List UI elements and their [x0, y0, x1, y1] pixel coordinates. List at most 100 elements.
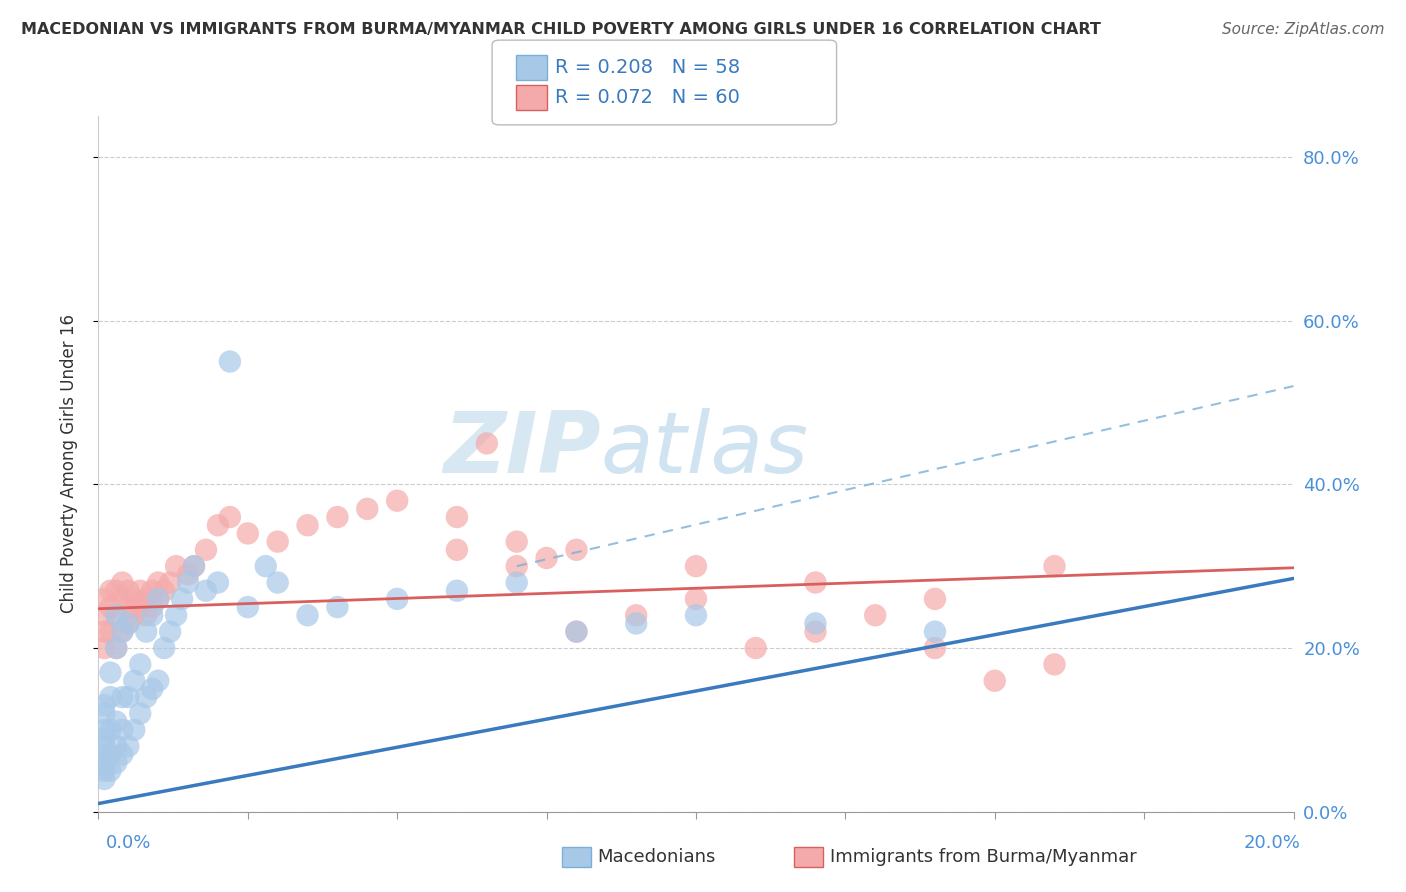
- Point: [1043, 657, 1066, 672]
- Point: [105, 608, 128, 623]
- Point: [984, 673, 1007, 688]
- Point: [117, 690, 139, 705]
- Point: [93, 772, 115, 786]
- Point: [148, 591, 170, 606]
- Point: [93, 731, 115, 745]
- Point: [195, 583, 218, 598]
- Point: [105, 608, 128, 623]
- Point: [100, 624, 122, 639]
- Point: [385, 493, 409, 508]
- Point: [153, 583, 176, 598]
- Point: [297, 518, 319, 533]
- Point: [326, 600, 349, 615]
- Point: [100, 747, 122, 762]
- Point: [254, 559, 277, 574]
- Point: [685, 608, 707, 623]
- Point: [135, 624, 157, 639]
- Point: [745, 640, 768, 655]
- Point: [135, 591, 157, 606]
- Point: [153, 640, 176, 655]
- Point: [924, 591, 946, 606]
- Point: [124, 723, 146, 737]
- Point: [117, 616, 139, 631]
- Point: [804, 624, 827, 639]
- Point: [183, 559, 205, 574]
- Point: [385, 591, 409, 606]
- Point: [111, 591, 134, 606]
- Point: [93, 591, 115, 606]
- Point: [148, 575, 170, 590]
- Point: [267, 575, 290, 590]
- Point: [93, 608, 115, 623]
- Point: [111, 690, 134, 705]
- Point: [105, 640, 128, 655]
- Point: [446, 542, 468, 557]
- Point: [326, 510, 349, 524]
- Point: [105, 714, 128, 729]
- Point: [159, 575, 181, 590]
- Point: [172, 591, 194, 606]
- Point: [565, 624, 588, 639]
- Point: [207, 575, 229, 590]
- Point: [219, 510, 242, 524]
- Point: [111, 747, 134, 762]
- Point: [207, 518, 229, 533]
- Point: [446, 510, 468, 524]
- Point: [105, 640, 128, 655]
- Point: [506, 534, 529, 549]
- Point: [236, 526, 259, 541]
- Point: [124, 673, 146, 688]
- Text: Source: ZipAtlas.com: Source: ZipAtlas.com: [1222, 22, 1385, 37]
- Point: [804, 575, 827, 590]
- Point: [129, 657, 152, 672]
- Point: [141, 681, 163, 696]
- Point: [506, 559, 529, 574]
- Point: [924, 640, 946, 655]
- Point: [111, 624, 134, 639]
- Point: [93, 640, 115, 655]
- Point: [141, 583, 163, 598]
- Point: [536, 551, 558, 566]
- Point: [183, 559, 205, 574]
- Point: [111, 723, 134, 737]
- Point: [297, 608, 319, 623]
- Point: [129, 583, 152, 598]
- Point: [1043, 559, 1066, 574]
- Point: [93, 723, 115, 737]
- Point: [100, 583, 122, 598]
- Point: [626, 616, 648, 631]
- Point: [685, 559, 707, 574]
- Point: [93, 624, 115, 639]
- Point: [117, 739, 139, 754]
- Point: [148, 673, 170, 688]
- Point: [100, 690, 122, 705]
- Text: atlas: atlas: [600, 409, 808, 491]
- Point: [100, 665, 122, 680]
- Point: [93, 739, 115, 754]
- Point: [267, 534, 290, 549]
- Point: [565, 542, 588, 557]
- Text: ZIP: ZIP: [443, 409, 600, 491]
- Text: R = 0.208   N = 58: R = 0.208 N = 58: [555, 58, 741, 78]
- Text: R = 0.072   N = 60: R = 0.072 N = 60: [555, 87, 740, 107]
- Point: [148, 591, 170, 606]
- Point: [124, 591, 146, 606]
- Point: [219, 354, 242, 368]
- Point: [177, 575, 200, 590]
- Text: MACEDONIAN VS IMMIGRANTS FROM BURMA/MYANMAR CHILD POVERTY AMONG GIRLS UNDER 16 C: MACEDONIAN VS IMMIGRANTS FROM BURMA/MYAN…: [21, 22, 1101, 37]
- Point: [105, 756, 128, 770]
- Point: [111, 575, 134, 590]
- Point: [100, 764, 122, 778]
- Point: [93, 756, 115, 770]
- Point: [135, 690, 157, 705]
- Point: [117, 616, 139, 631]
- Point: [141, 608, 163, 623]
- Point: [177, 567, 200, 582]
- Text: Immigrants from Burma/Myanmar: Immigrants from Burma/Myanmar: [830, 848, 1136, 866]
- Point: [626, 608, 648, 623]
- Point: [124, 608, 146, 623]
- Point: [804, 616, 827, 631]
- Point: [135, 608, 157, 623]
- Point: [236, 600, 259, 615]
- Point: [141, 600, 163, 615]
